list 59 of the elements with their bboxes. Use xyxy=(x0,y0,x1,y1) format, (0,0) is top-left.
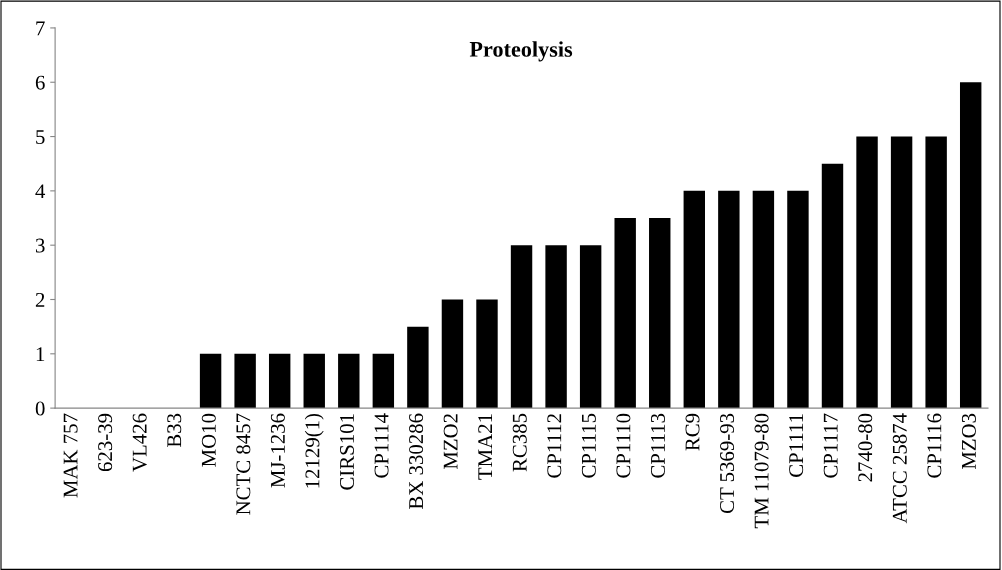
bar xyxy=(683,190,705,409)
x-tick-label: RC385 xyxy=(512,413,527,472)
text: Proteolysis xyxy=(469,41,573,62)
x-tick-label: CP1112 xyxy=(547,414,562,478)
x-tick-label: NCTC 8457 xyxy=(236,413,251,515)
x-tick-label: ATCC 25874 xyxy=(892,413,907,524)
y-tick-label: 6 xyxy=(35,75,45,90)
x-tick-label: CP1113 xyxy=(650,413,665,478)
bar xyxy=(890,136,913,409)
x-tick-label: CIRS101 xyxy=(339,414,354,490)
y-tick-label: 2 xyxy=(35,292,45,307)
x-tick-label: 12129(1) xyxy=(304,413,324,488)
x-tick-label: MAK 757 xyxy=(63,413,78,498)
bar xyxy=(925,136,947,409)
x-tick-label: CP1116 xyxy=(927,413,942,478)
bar xyxy=(476,299,498,409)
bar xyxy=(372,353,395,409)
y-tick-label: 5 xyxy=(36,130,45,144)
y-tick-label: 0 xyxy=(35,401,45,416)
x-tick-label: MO10 xyxy=(201,413,216,467)
x-tick-label: 2740-80 xyxy=(858,413,873,482)
x-tick-label: TMA21 xyxy=(478,414,492,480)
bar xyxy=(649,218,671,409)
x-tick-label: CP1114 xyxy=(374,413,389,478)
bar xyxy=(199,353,222,409)
x-tick-label: B33 xyxy=(167,413,182,448)
bar xyxy=(718,190,740,409)
x-tick-label: CP1117 xyxy=(823,413,838,478)
bar xyxy=(856,136,878,409)
bar xyxy=(303,353,325,409)
bar xyxy=(787,190,809,409)
bar xyxy=(959,82,982,409)
bar xyxy=(821,163,844,409)
bar xyxy=(338,353,360,409)
x-tick-label: MZO2 xyxy=(443,414,458,470)
bar xyxy=(545,245,567,409)
y-tick-label: 4 xyxy=(35,184,46,199)
bar xyxy=(441,299,464,409)
bar xyxy=(407,326,429,409)
x-tick-label: MJ-1236 xyxy=(270,413,285,488)
x-tick-label: TM 11079-80 xyxy=(754,413,769,529)
y-tick-label: 7 xyxy=(36,21,45,36)
x-tick-label: CP1115 xyxy=(581,413,596,478)
bar xyxy=(268,353,291,409)
bar xyxy=(510,245,533,409)
x-tick-label: BX 330286 xyxy=(409,413,424,510)
x-tick-label: MZO3 xyxy=(961,413,976,470)
x-tick-label: RC9 xyxy=(685,413,700,451)
x-tick-label: 623-39 xyxy=(98,413,113,472)
x-tick-label: CP1111 xyxy=(789,414,804,477)
bar xyxy=(579,245,602,409)
bar xyxy=(752,190,775,409)
bar xyxy=(234,353,256,409)
x-tick-label: CP1110 xyxy=(616,413,631,478)
bar xyxy=(614,218,636,409)
x-tick-label: VL426 xyxy=(132,413,147,472)
y-tick-label: 1 xyxy=(36,347,45,362)
x-tick-label: CT 5369-93 xyxy=(720,413,735,514)
y-tick-label: 3 xyxy=(35,238,45,253)
